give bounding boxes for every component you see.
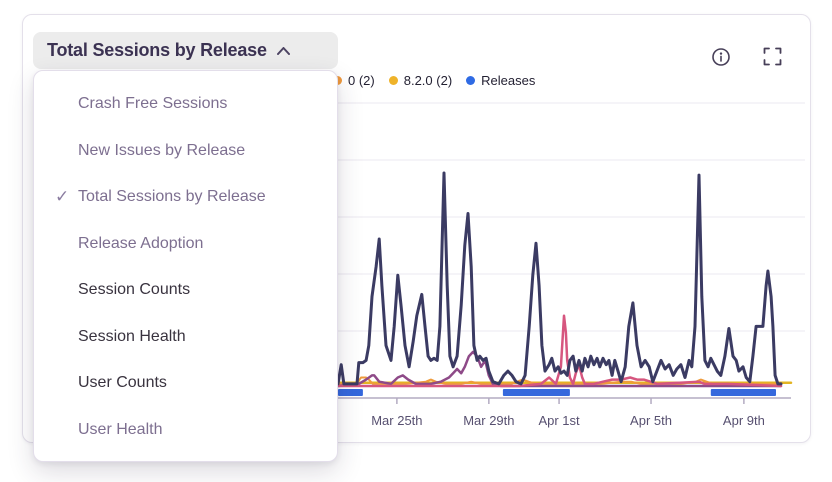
legend-item-clipped-release[interactable]: 0 (2) bbox=[333, 73, 375, 88]
widget-title-dropdown-button[interactable]: Total Sessions by Release bbox=[33, 32, 338, 69]
legend-item-release-8-2-0[interactable]: 8.2.0 (2) bbox=[388, 72, 453, 88]
svg-text:Apr 1st: Apr 1st bbox=[538, 413, 580, 428]
sessions-chart[interactable]: Mar 25th Mar 29th Apr 1st Apr 5th Apr 9th bbox=[23, 15, 811, 443]
widget-title: Total Sessions by Release bbox=[47, 40, 267, 60]
menu-item-session-health[interactable]: Session Health bbox=[78, 327, 186, 345]
menu-item-release-adoption[interactable]: Release Adoption bbox=[78, 234, 204, 252]
menu-item-user-counts[interactable]: User Counts bbox=[78, 374, 167, 392]
fullscreen-expand-icon[interactable] bbox=[763, 47, 783, 67]
menu-item-new-issues-by-release[interactable]: New Issues by Release bbox=[78, 141, 246, 159]
chart-legend: 0 (2) 8.2.0 (2) Releases bbox=[333, 71, 535, 89]
legend-item-releases[interactable]: Releases bbox=[466, 73, 535, 88]
legend-label: Releases bbox=[481, 72, 536, 88]
widget-type-dropdown-menu: Crash Free Sessions New Issues by Releas… bbox=[33, 70, 338, 462]
menu-item-user-health[interactable]: User Health bbox=[78, 420, 163, 438]
chevron-up-icon bbox=[276, 46, 290, 55]
menu-item-label: Total Sessions by Release bbox=[78, 188, 266, 206]
svg-text:Mar 25th: Mar 25th bbox=[371, 413, 422, 428]
legend-dot-yellow bbox=[388, 75, 398, 85]
svg-text:Apr 5th: Apr 5th bbox=[630, 413, 672, 428]
legend-label: 0 (2) bbox=[348, 72, 375, 88]
svg-text:Apr 9th: Apr 9th bbox=[723, 413, 765, 428]
menu-item-session-counts[interactable]: Session Counts bbox=[78, 281, 191, 299]
svg-text:Mar 29th: Mar 29th bbox=[463, 413, 514, 428]
legend-dot-blue bbox=[466, 75, 476, 85]
menu-item-total-sessions-by-release[interactable]: ✓ Total Sessions by Release bbox=[34, 174, 337, 221]
legend-label: 8.2.0 (2) bbox=[403, 72, 453, 88]
info-icon[interactable] bbox=[711, 47, 731, 67]
checkmark-icon: ✓ bbox=[55, 187, 70, 207]
menu-item-crash-free-sessions[interactable]: Crash Free Sessions bbox=[78, 95, 228, 113]
